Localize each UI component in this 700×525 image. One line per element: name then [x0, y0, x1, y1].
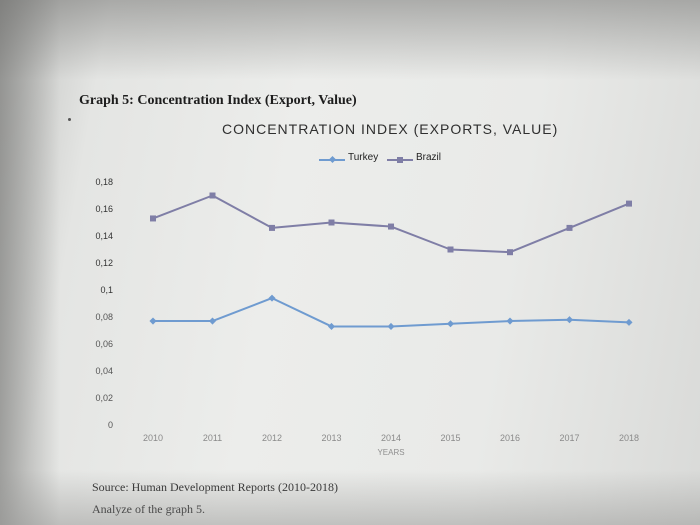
data-point-brazil	[150, 215, 156, 222]
y-tick-label: 0,02	[95, 393, 113, 403]
shadow-bottom	[0, 470, 700, 525]
data-point-turkey	[268, 294, 276, 302]
y-tick-label: 0,08	[95, 312, 113, 322]
data-point-turkey	[208, 317, 217, 325]
x-tick-label: 2014	[381, 433, 401, 443]
data-point-brazil	[269, 224, 275, 231]
data-point-turkey	[625, 318, 633, 326]
data-point-brazil	[566, 224, 573, 231]
bullet-dot	[68, 118, 71, 121]
data-point-brazil	[328, 219, 335, 226]
x-tick-label: 2012	[262, 433, 282, 443]
shadow-top	[0, 0, 700, 80]
analysis-prompt: Analyze of the graph 5.	[92, 502, 205, 516]
series-line-turkey	[153, 297, 630, 328]
data-point-brazil	[447, 246, 454, 253]
y-tick-label: 0,18	[95, 177, 113, 187]
source-note: Source: Human Development Reports (2010-…	[92, 480, 338, 494]
data-point-turkey	[506, 317, 514, 325]
data-point-turkey	[565, 316, 574, 324]
x-tick-label: 2017	[559, 433, 579, 443]
legend-label-brazil: Brazil	[416, 152, 442, 163]
data-point-brazil	[388, 223, 394, 230]
x-tick-label: 2015	[440, 433, 460, 443]
x-tick-label: 2011	[203, 433, 222, 443]
y-tick-label: 0,16	[95, 204, 113, 214]
data-point-brazil	[507, 249, 513, 256]
y-tick-label: 0,1	[100, 285, 113, 295]
data-point-turkey	[327, 322, 336, 330]
legend-marker-brazil	[397, 157, 403, 163]
x-tick-label: 2010	[143, 433, 163, 443]
x-tick-label: 2013	[321, 433, 341, 443]
y-tick-label: 0	[108, 420, 113, 430]
x-tick-label: 2018	[619, 433, 639, 443]
legend-label-turkey: Turkey	[348, 152, 379, 163]
data-point-brazil	[209, 192, 216, 199]
y-tick-label: 0,06	[95, 339, 113, 349]
data-point-turkey	[387, 322, 395, 330]
data-point-turkey	[446, 320, 455, 328]
x-axis-label: YEARS	[377, 448, 404, 457]
y-tick-label: 0,12	[95, 258, 113, 268]
data-point-turkey	[149, 317, 157, 325]
shadow-left	[0, 0, 60, 525]
y-tick-label: 0,14	[95, 231, 113, 241]
chart-title: CONCENTRATION INDEX (EXPORTS, VALUE)	[222, 121, 559, 137]
document-heading: Graph 5: Concentration Index (Export, Va…	[79, 93, 357, 108]
data-point-brazil	[626, 200, 632, 207]
x-tick-label: 2016	[500, 433, 520, 443]
y-tick-label: 0,04	[95, 366, 113, 376]
